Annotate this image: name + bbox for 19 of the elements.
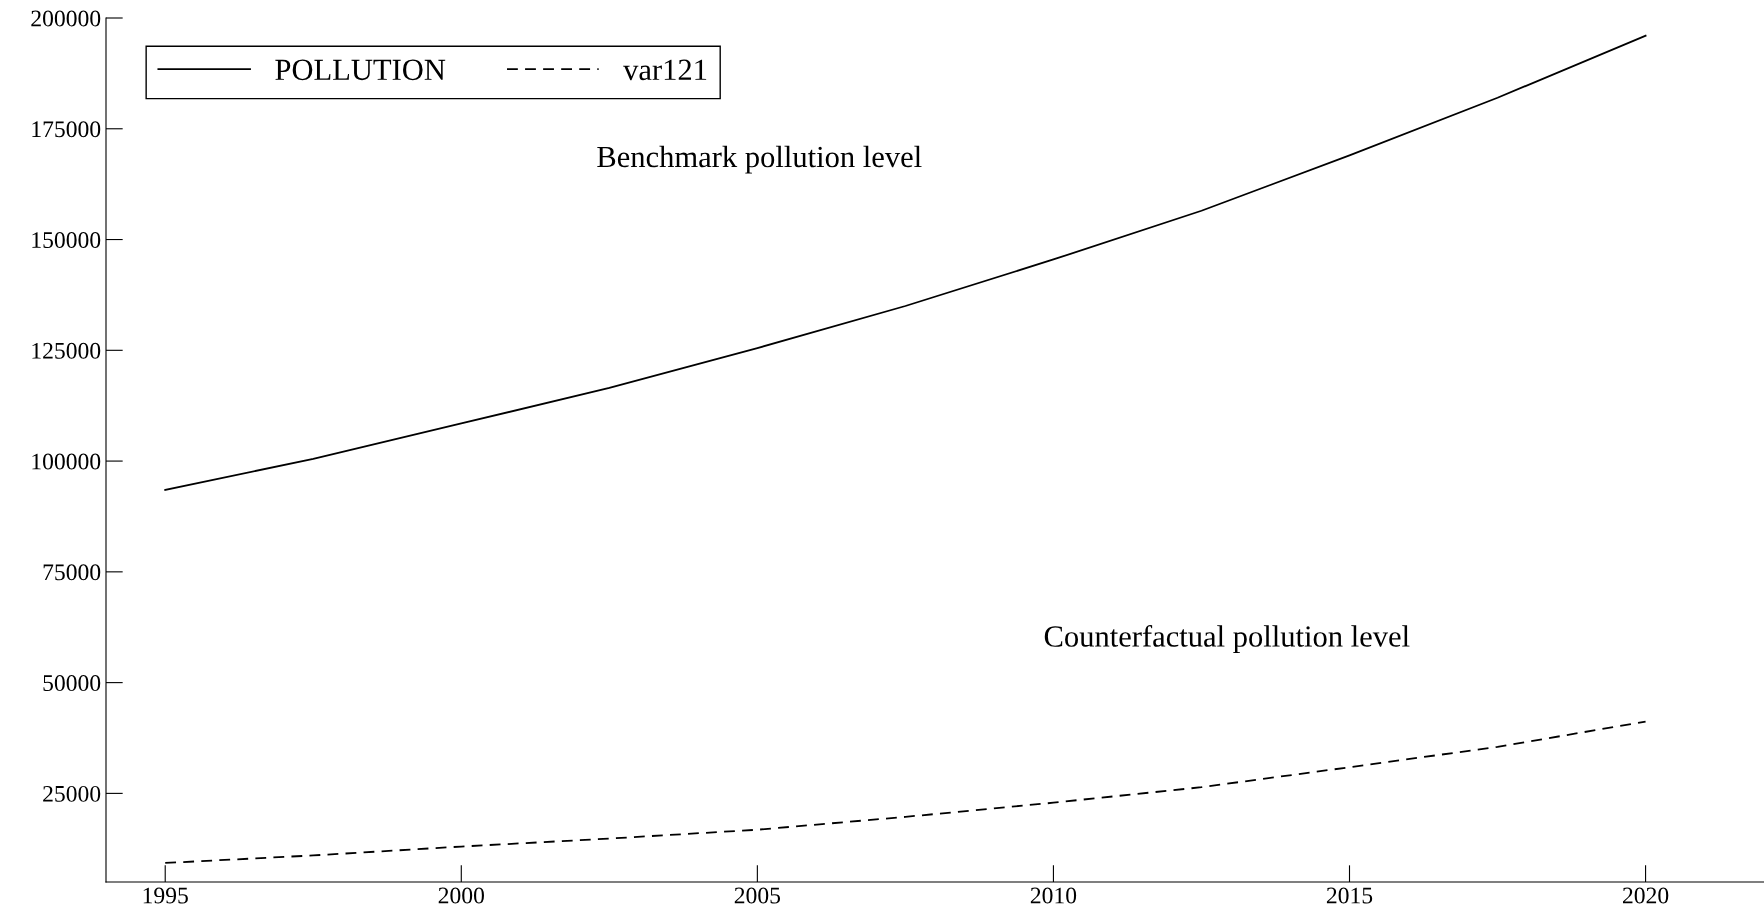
annotation: Benchmark pollution level [597,145,922,174]
annotation: Counterfactual pollution level [1044,625,1410,654]
y-tick-label: 200000 [31,10,101,27]
line-series [164,34,1647,491]
y-tick-label: 175000 [32,121,101,138]
x-tick-label: 2020 [1623,887,1669,904]
x-tick-label: 2010 [1030,887,1077,904]
y-tick-label: 100000 [32,453,101,470]
x-tick-label: 2015 [1326,887,1373,904]
y-tick-label: 75000 [43,564,101,581]
legend-label: var121 [623,59,707,81]
legend-label: POLLUTION [275,59,446,81]
y-tick-label: 25000 [43,785,101,802]
y-tick-label: 125000 [32,342,101,359]
x-tick-label: 2005 [734,887,781,904]
x-tick-label: 1995 [143,887,188,904]
x-tick-label: 2000 [438,887,484,904]
y-tick-label: 50000 [43,675,101,692]
y-tick-label: 150000 [32,232,101,248]
